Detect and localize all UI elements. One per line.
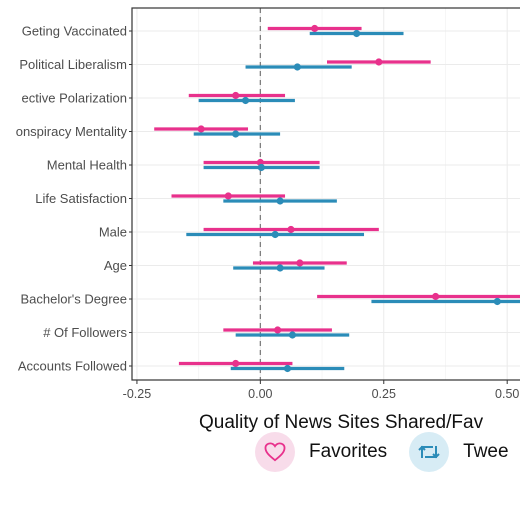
category-label: Political Liberalism — [19, 57, 127, 72]
category-label: Bachelor's Degree — [20, 292, 127, 307]
point-favorites — [287, 225, 295, 234]
point-tweets — [353, 29, 361, 38]
category-label: Male — [99, 225, 127, 240]
plot-panel-border — [131, 7, 520, 381]
category-label: ective Polarization — [22, 91, 128, 106]
x-tick-label: 0.50 — [495, 387, 519, 401]
point-tweets — [241, 96, 250, 105]
y-axis-category-labels: Geting Vaccinated Political Liberalism ect… — [16, 24, 132, 374]
category-label: Mental Health — [47, 158, 127, 173]
x-tick-label: 0.00 — [248, 387, 272, 401]
point-favorites — [296, 259, 304, 267]
point-tweets — [276, 264, 284, 272]
category-label: Geting Vaccinated — [22, 24, 127, 39]
point-tweets — [232, 130, 240, 138]
heart-icon — [264, 442, 286, 462]
legend-badge-favorites — [255, 432, 295, 472]
legend-badge-tweets — [409, 432, 450, 472]
point-favorites — [375, 58, 383, 66]
point-tweets — [283, 364, 292, 373]
x-tick-label: 0.25 — [372, 387, 396, 401]
point-tweets — [271, 230, 279, 239]
point-favorites — [311, 24, 319, 33]
point-favorites — [274, 326, 282, 334]
legend-label-favorites: Favorites — [309, 441, 388, 462]
category-label: Age — [104, 258, 127, 273]
point-tweets — [293, 63, 301, 71]
category-label: Accounts Followed — [18, 359, 127, 374]
legend-label-tweets: Twee — [463, 441, 509, 462]
point-favorites — [232, 359, 240, 368]
x-axis-ticks: -0.25 0.00 0.25 0.50 — [123, 380, 519, 401]
point-favorites — [232, 91, 240, 100]
x-axis-label: Quality of News Sites Shared/Fav — [199, 412, 484, 433]
point-favorites — [197, 125, 205, 133]
series-layer — [154, 24, 520, 373]
category-label: # Of Followers — [43, 325, 127, 340]
category-label: onspiracy Mentality — [16, 124, 128, 139]
point-tweets — [257, 163, 265, 172]
point-tweets — [276, 197, 284, 205]
category-label: Life Satisfaction — [35, 191, 127, 206]
legend-item-tweets: Twee — [409, 432, 509, 472]
point-favorites — [432, 292, 440, 301]
point-tweets — [493, 297, 501, 306]
retweet-icon — [418, 445, 440, 459]
point-favorites — [224, 192, 232, 200]
grid — [132, 8, 520, 380]
x-tick-label: -0.25 — [123, 387, 152, 401]
legend: Favorites Twee — [255, 432, 520, 472]
legend-item-favorites: Favorites — [255, 432, 387, 472]
point-tweets — [288, 331, 297, 339]
